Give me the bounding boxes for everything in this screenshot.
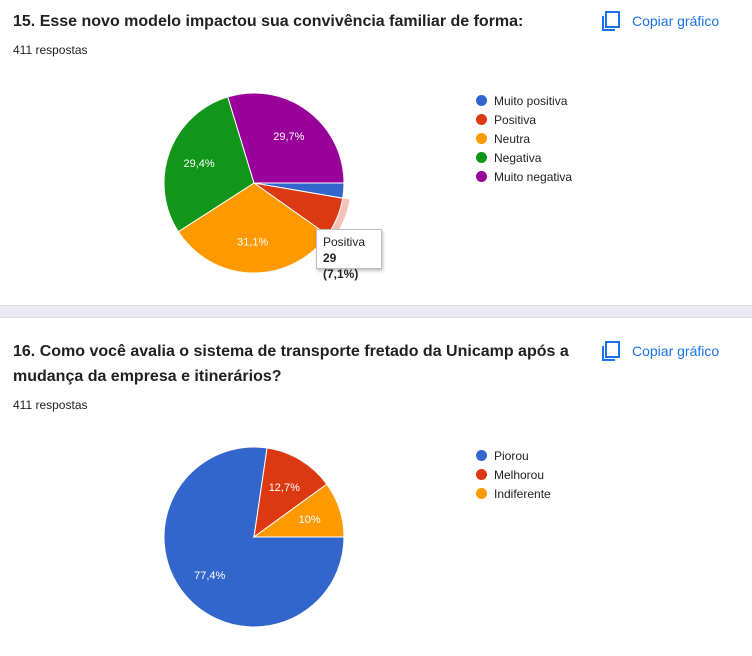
legend-swatch — [476, 450, 487, 461]
card-separator — [0, 305, 752, 318]
legend-swatch — [476, 95, 487, 106]
question-card-15: 15. Esse novo modelo impactou sua conviv… — [0, 0, 752, 305]
slice-data-label: 29,7% — [273, 131, 304, 143]
slice-data-label: 31,1% — [237, 236, 268, 248]
tooltip-value: 29 (7,1%) — [323, 251, 359, 281]
legend-swatch — [476, 488, 487, 499]
copy-chart-button[interactable]: Copiar gráfico — [600, 8, 719, 34]
copy-chart-label: Copiar gráfico — [632, 343, 720, 359]
legend-item[interactable]: Neutra — [476, 129, 572, 148]
legend-swatch — [476, 152, 487, 163]
slice-data-label: 10% — [299, 514, 321, 526]
pie-chart: 31,1% 29,4% 29,7% — [163, 92, 350, 274]
legend-swatch — [476, 114, 487, 125]
copy-chart-button[interactable]: Copiar gráfico — [600, 338, 719, 364]
legend-label: Melhorou — [494, 467, 545, 482]
legend-swatch — [476, 171, 487, 182]
chart-legend: Piorou Melhorou Indiferente — [476, 446, 551, 503]
chart-legend: Muito positiva Positiva Neutra Negativa Muit… — [476, 91, 572, 186]
legend-label: Negativa — [494, 150, 542, 165]
pie-slice-indiferente[interactable] — [252, 483, 345, 538]
pie-slice-melhorou[interactable] — [253, 447, 328, 539]
slice-data-label: 29,4% — [183, 158, 214, 170]
legend-item[interactable]: Muito positiva — [476, 91, 572, 110]
legend-swatch — [476, 469, 487, 480]
legend-label: Piorou — [494, 448, 529, 463]
pie-chart: 77,4% 12,7% 10% — [163, 446, 345, 628]
question-card-16: 16. Como você avalia o sistema de transp… — [0, 318, 752, 656]
pie-slice-muito-negativa[interactable] — [227, 92, 345, 184]
slice-data-label: 77,4% — [194, 570, 225, 582]
question-title: 16. Como você avalia o sistema de transp… — [13, 343, 569, 385]
legend-label: Positiva — [494, 112, 537, 127]
legend-item[interactable]: Piorou — [476, 446, 551, 465]
pie-slice-negativa[interactable] — [163, 96, 255, 233]
slice-data-label: 12,7% — [269, 482, 300, 494]
legend-label: Muito positiva — [494, 93, 568, 108]
tooltip-label: Positiva — [323, 235, 366, 249]
legend-item[interactable]: Indiferente — [476, 484, 551, 503]
copy-icon — [602, 341, 620, 361]
chart-tooltip: Positiva 29 (7,1%) — [316, 229, 382, 281]
pie-slice-highlight — [327, 198, 350, 240]
legend-swatch — [476, 133, 487, 144]
legend-item[interactable]: Muito negativa — [476, 167, 572, 186]
pie-slice-neutra[interactable] — [177, 182, 329, 274]
legend-item[interactable]: Positiva — [476, 110, 572, 129]
response-count: 411 respostas — [13, 398, 88, 412]
legend-label: Neutra — [494, 131, 531, 146]
legend-label: Muito negativa — [494, 169, 573, 184]
legend-label: Indiferente — [494, 486, 551, 501]
legend-item[interactable]: Melhorou — [476, 465, 551, 484]
legend-item[interactable]: Negativa — [476, 148, 572, 167]
question-title: 15. Esse novo modelo impactou sua conviv… — [13, 13, 524, 30]
copy-icon — [602, 11, 620, 31]
response-count: 411 respostas — [13, 43, 88, 57]
copy-chart-label: Copiar gráfico — [632, 13, 720, 29]
